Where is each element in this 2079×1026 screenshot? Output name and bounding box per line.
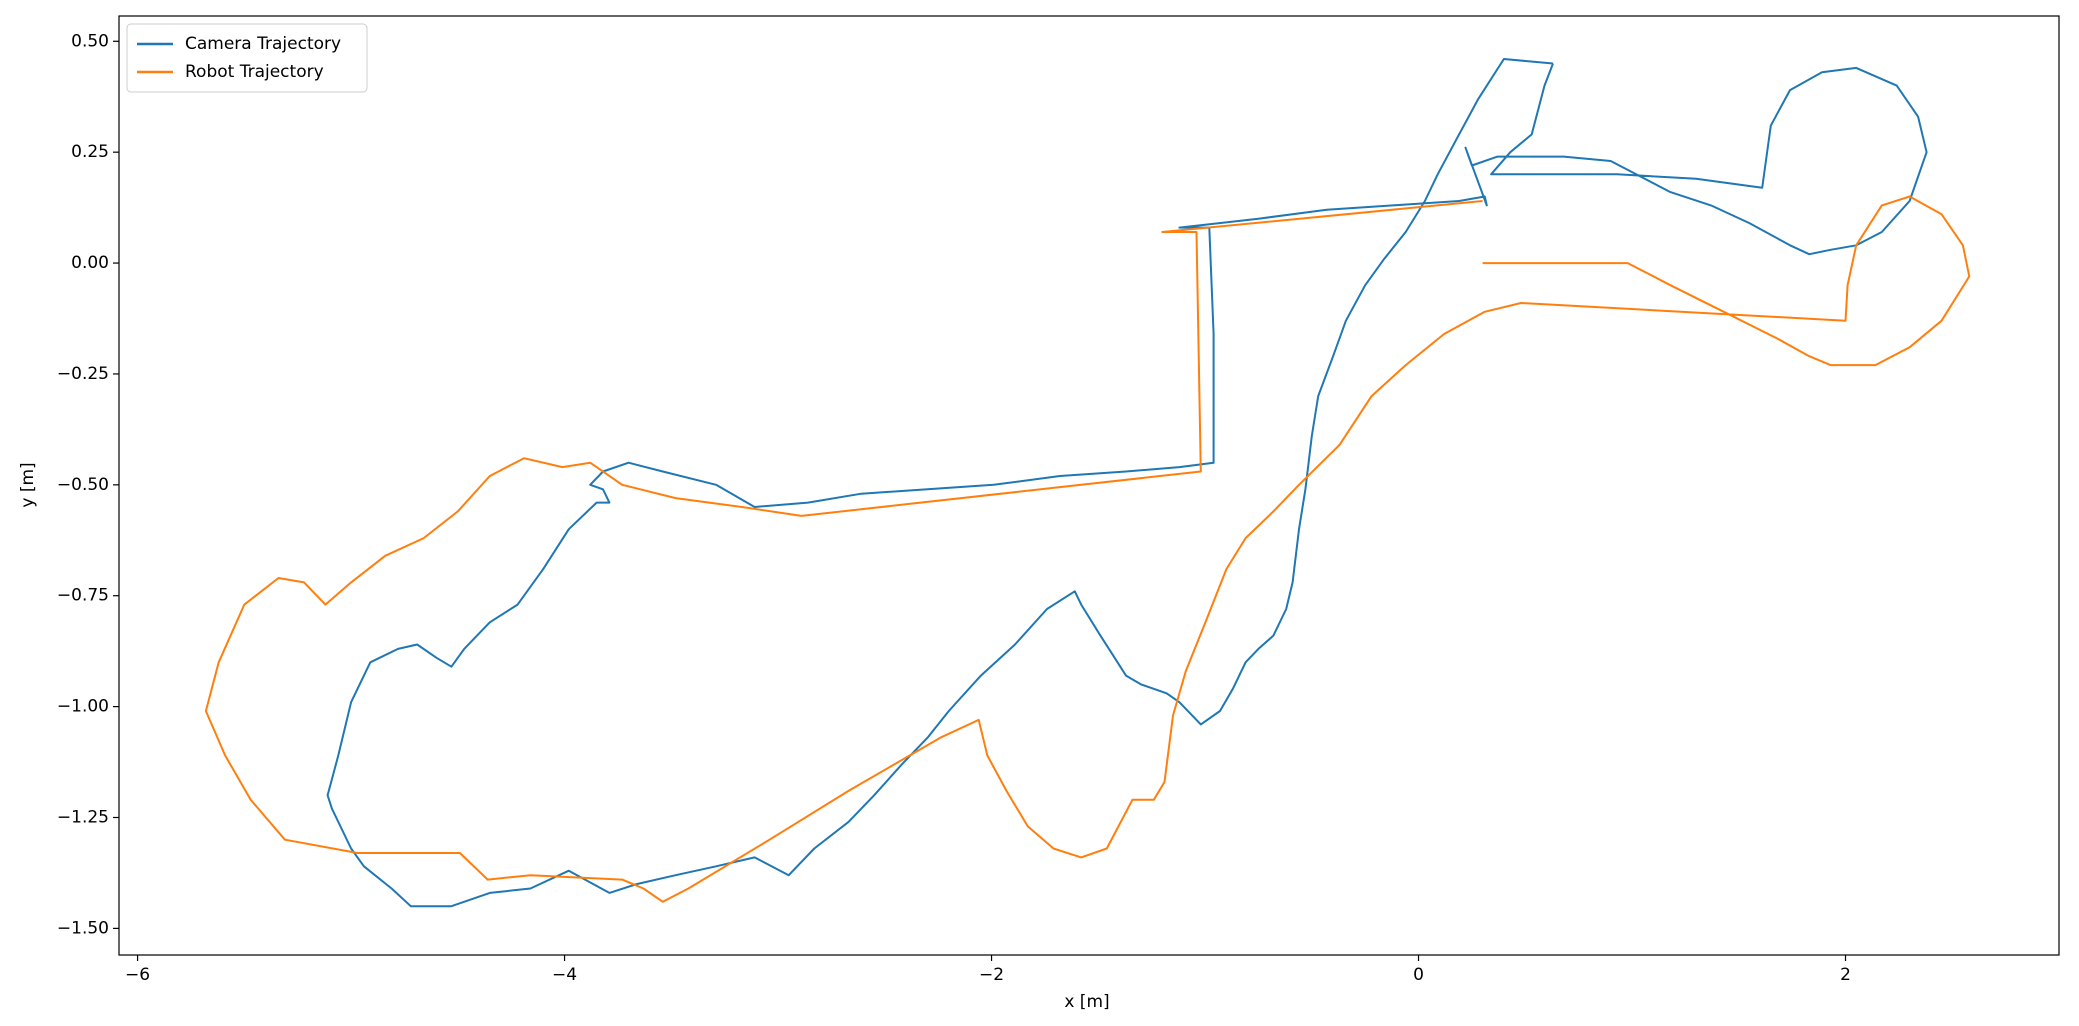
legend-label: Robot Trajectory	[185, 62, 324, 82]
x-tick-label: −2	[979, 965, 1004, 985]
y-tick-label: −1.50	[57, 918, 109, 938]
y-tick-label: 0.25	[71, 142, 109, 162]
trajectory-line	[326, 58, 1928, 908]
y-tick-label: 0.50	[71, 31, 109, 51]
legend-label: Camera Trajectory	[185, 34, 341, 54]
x-axis-label: x [m]	[1064, 992, 1109, 1012]
x-tick-label: 0	[1413, 965, 1424, 985]
x-tick-label: −4	[552, 965, 577, 985]
y-tick-label: 0.00	[71, 253, 109, 273]
y-tick-label: −0.50	[57, 475, 109, 495]
y-axis-label: y [m]	[18, 462, 38, 507]
trajectory-line	[204, 195, 1971, 903]
y-tick-label: −0.25	[57, 364, 109, 384]
y-tick-label: −1.25	[57, 807, 109, 827]
plot-frame	[118, 15, 2060, 956]
legend-box	[126, 23, 368, 93]
y-tick-label: −0.75	[57, 586, 109, 606]
x-tick-label: 2	[1840, 965, 1851, 985]
x-tick-label: −6	[125, 965, 150, 985]
y-tick-label: −1.00	[57, 697, 109, 717]
